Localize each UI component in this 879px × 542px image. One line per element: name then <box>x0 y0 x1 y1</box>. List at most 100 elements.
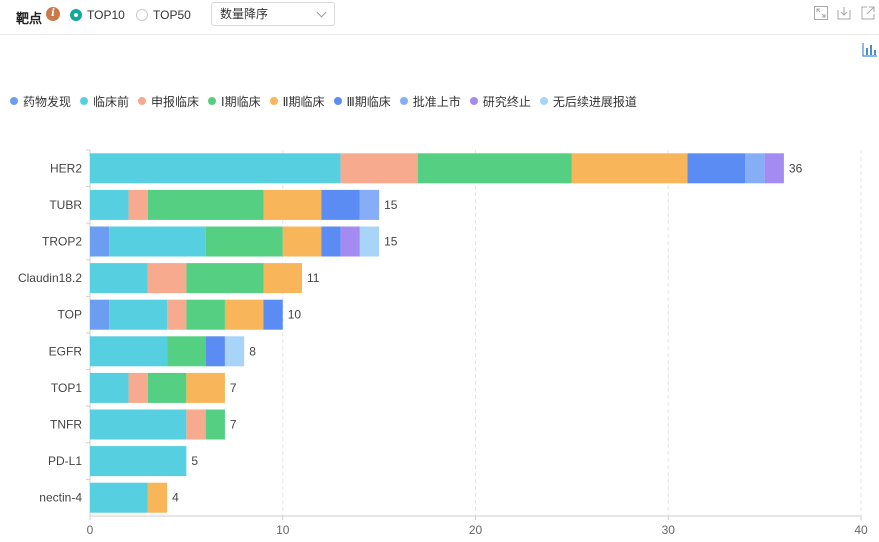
legend-marker <box>208 97 217 105</box>
bar-total-label: 7 <box>230 418 237 432</box>
bar-segment <box>128 189 148 220</box>
legend-label: Ⅲ期临床 <box>346 94 391 109</box>
bar-segment <box>571 153 688 184</box>
legend-item[interactable]: Ⅰ期临床 <box>208 93 261 110</box>
download-icon[interactable] <box>837 6 851 20</box>
x-tick-label: 10 <box>276 523 290 537</box>
bar-segment <box>263 189 322 220</box>
bar-segment <box>321 226 341 257</box>
radio-unselected-icon <box>136 9 148 21</box>
legend-label: 无后续进展报道 <box>552 94 637 109</box>
legend-item[interactable]: 批准上市 <box>399 93 461 110</box>
bar-segment <box>90 446 187 477</box>
bar-total-label: 10 <box>288 308 302 322</box>
bar-segment <box>90 482 148 513</box>
legend-label: Ⅱ期临床 <box>282 94 325 109</box>
bar-total-label: 8 <box>249 344 256 358</box>
bar-total-label: 15 <box>384 198 398 212</box>
y-category-label: EGFR <box>49 344 83 358</box>
y-category-label: TROP2 <box>42 235 82 249</box>
legend-label: 临床前 <box>93 94 130 109</box>
radio-top50[interactable]: TOP50 <box>136 8 191 22</box>
external-link-icon[interactable] <box>861 6 875 20</box>
bar-chart-icon[interactable] <box>862 43 877 57</box>
bar-segment <box>90 336 168 367</box>
bar-total-label: 7 <box>230 381 237 395</box>
x-tick-label: 20 <box>469 523 483 537</box>
bar-segment <box>90 226 110 257</box>
bar-segment <box>205 226 283 257</box>
x-tick-label: 40 <box>854 523 868 537</box>
bar-segment <box>109 299 168 330</box>
legend-label: 申报临床 <box>151 94 200 109</box>
bar-total-label: 15 <box>384 235 398 249</box>
bar-segment <box>263 299 283 330</box>
bar-total-label: 4 <box>172 491 179 505</box>
legend-label: 药物发现 <box>23 94 72 109</box>
legend-marker <box>80 97 89 105</box>
bar-segment <box>340 226 360 257</box>
y-category-label: HER2 <box>50 161 82 175</box>
bar-segment <box>147 263 187 294</box>
y-category-label: TOP <box>58 308 82 322</box>
bar-segment <box>147 372 187 403</box>
y-category-label: Claudin18.2 <box>18 271 82 285</box>
radio-top10-label: TOP10 <box>87 8 125 22</box>
legend-marker <box>333 97 342 105</box>
legend-marker <box>10 97 18 105</box>
legend-item[interactable]: Ⅱ期临床 <box>269 93 325 110</box>
legend-item[interactable]: 临床前 <box>80 93 129 110</box>
bar-segment <box>90 299 110 330</box>
radio-top50-label: TOP50 <box>153 8 191 22</box>
legend-marker <box>469 97 478 105</box>
sort-select[interactable]: 数量降序 <box>211 2 335 26</box>
bar-total-label: 5 <box>191 454 198 468</box>
legend-label: 研究终止 <box>482 94 531 109</box>
bar-segment <box>109 226 206 257</box>
bar-segment <box>205 409 225 440</box>
bar-total-label: 11 <box>307 271 320 285</box>
bar-segment <box>687 153 746 184</box>
legend-item[interactable]: 研究终止 <box>469 93 531 110</box>
bar-segment <box>417 153 572 184</box>
bar-total-label: 36 <box>789 161 803 175</box>
y-category-label: TNFR <box>50 418 82 432</box>
bar-segment <box>282 226 322 257</box>
legend-label: 批准上市 <box>412 94 461 109</box>
legend-item[interactable]: 药物发现 <box>10 93 71 110</box>
x-tick-label: 0 <box>87 523 94 537</box>
chart-legend: 药物发现 临床前 申报临床 Ⅰ期临床 Ⅱ期临床 Ⅲ期临床 批准上市 研究终止 无后续进展报道 <box>10 92 646 110</box>
toolbar: 靶点 i TOP10 TOP50 数量降序 <box>0 0 879 35</box>
expand-icon[interactable] <box>814 6 828 20</box>
info-icon[interactable]: i <box>46 7 60 21</box>
target-label: 靶点 <box>16 11 43 26</box>
bar-segment <box>359 226 380 257</box>
y-category-label: TOP1 <box>51 381 82 395</box>
bar-segment <box>340 153 418 184</box>
sort-select-value: 数量降序 <box>220 7 269 21</box>
legend-label: Ⅰ期临床 <box>221 94 261 109</box>
bar-segment <box>186 372 225 403</box>
bar-segment <box>359 189 380 220</box>
bar-segment <box>167 336 206 367</box>
bar-segment <box>147 189 264 220</box>
legend-item[interactable]: 无后续进展报道 <box>539 93 637 110</box>
bar-segment <box>90 372 129 403</box>
bar-segment <box>186 409 206 440</box>
legend-marker <box>138 97 147 105</box>
bar-segment <box>90 153 341 184</box>
bar-segment <box>90 189 129 220</box>
bar-segment <box>167 299 187 330</box>
y-category-label: nectin-4 <box>39 491 82 505</box>
bar-segment <box>745 153 765 184</box>
radio-top10[interactable]: TOP10 <box>70 8 125 22</box>
radio-selected-icon <box>70 9 82 21</box>
bar-segment <box>224 336 245 367</box>
bar-segment <box>321 189 360 220</box>
y-category-label: TUBR <box>49 198 82 212</box>
bar-segment <box>90 409 187 440</box>
x-tick-label: 30 <box>662 523 676 537</box>
legend-item[interactable]: 申报临床 <box>138 93 199 110</box>
legend-item[interactable]: Ⅲ期临床 <box>333 93 391 110</box>
